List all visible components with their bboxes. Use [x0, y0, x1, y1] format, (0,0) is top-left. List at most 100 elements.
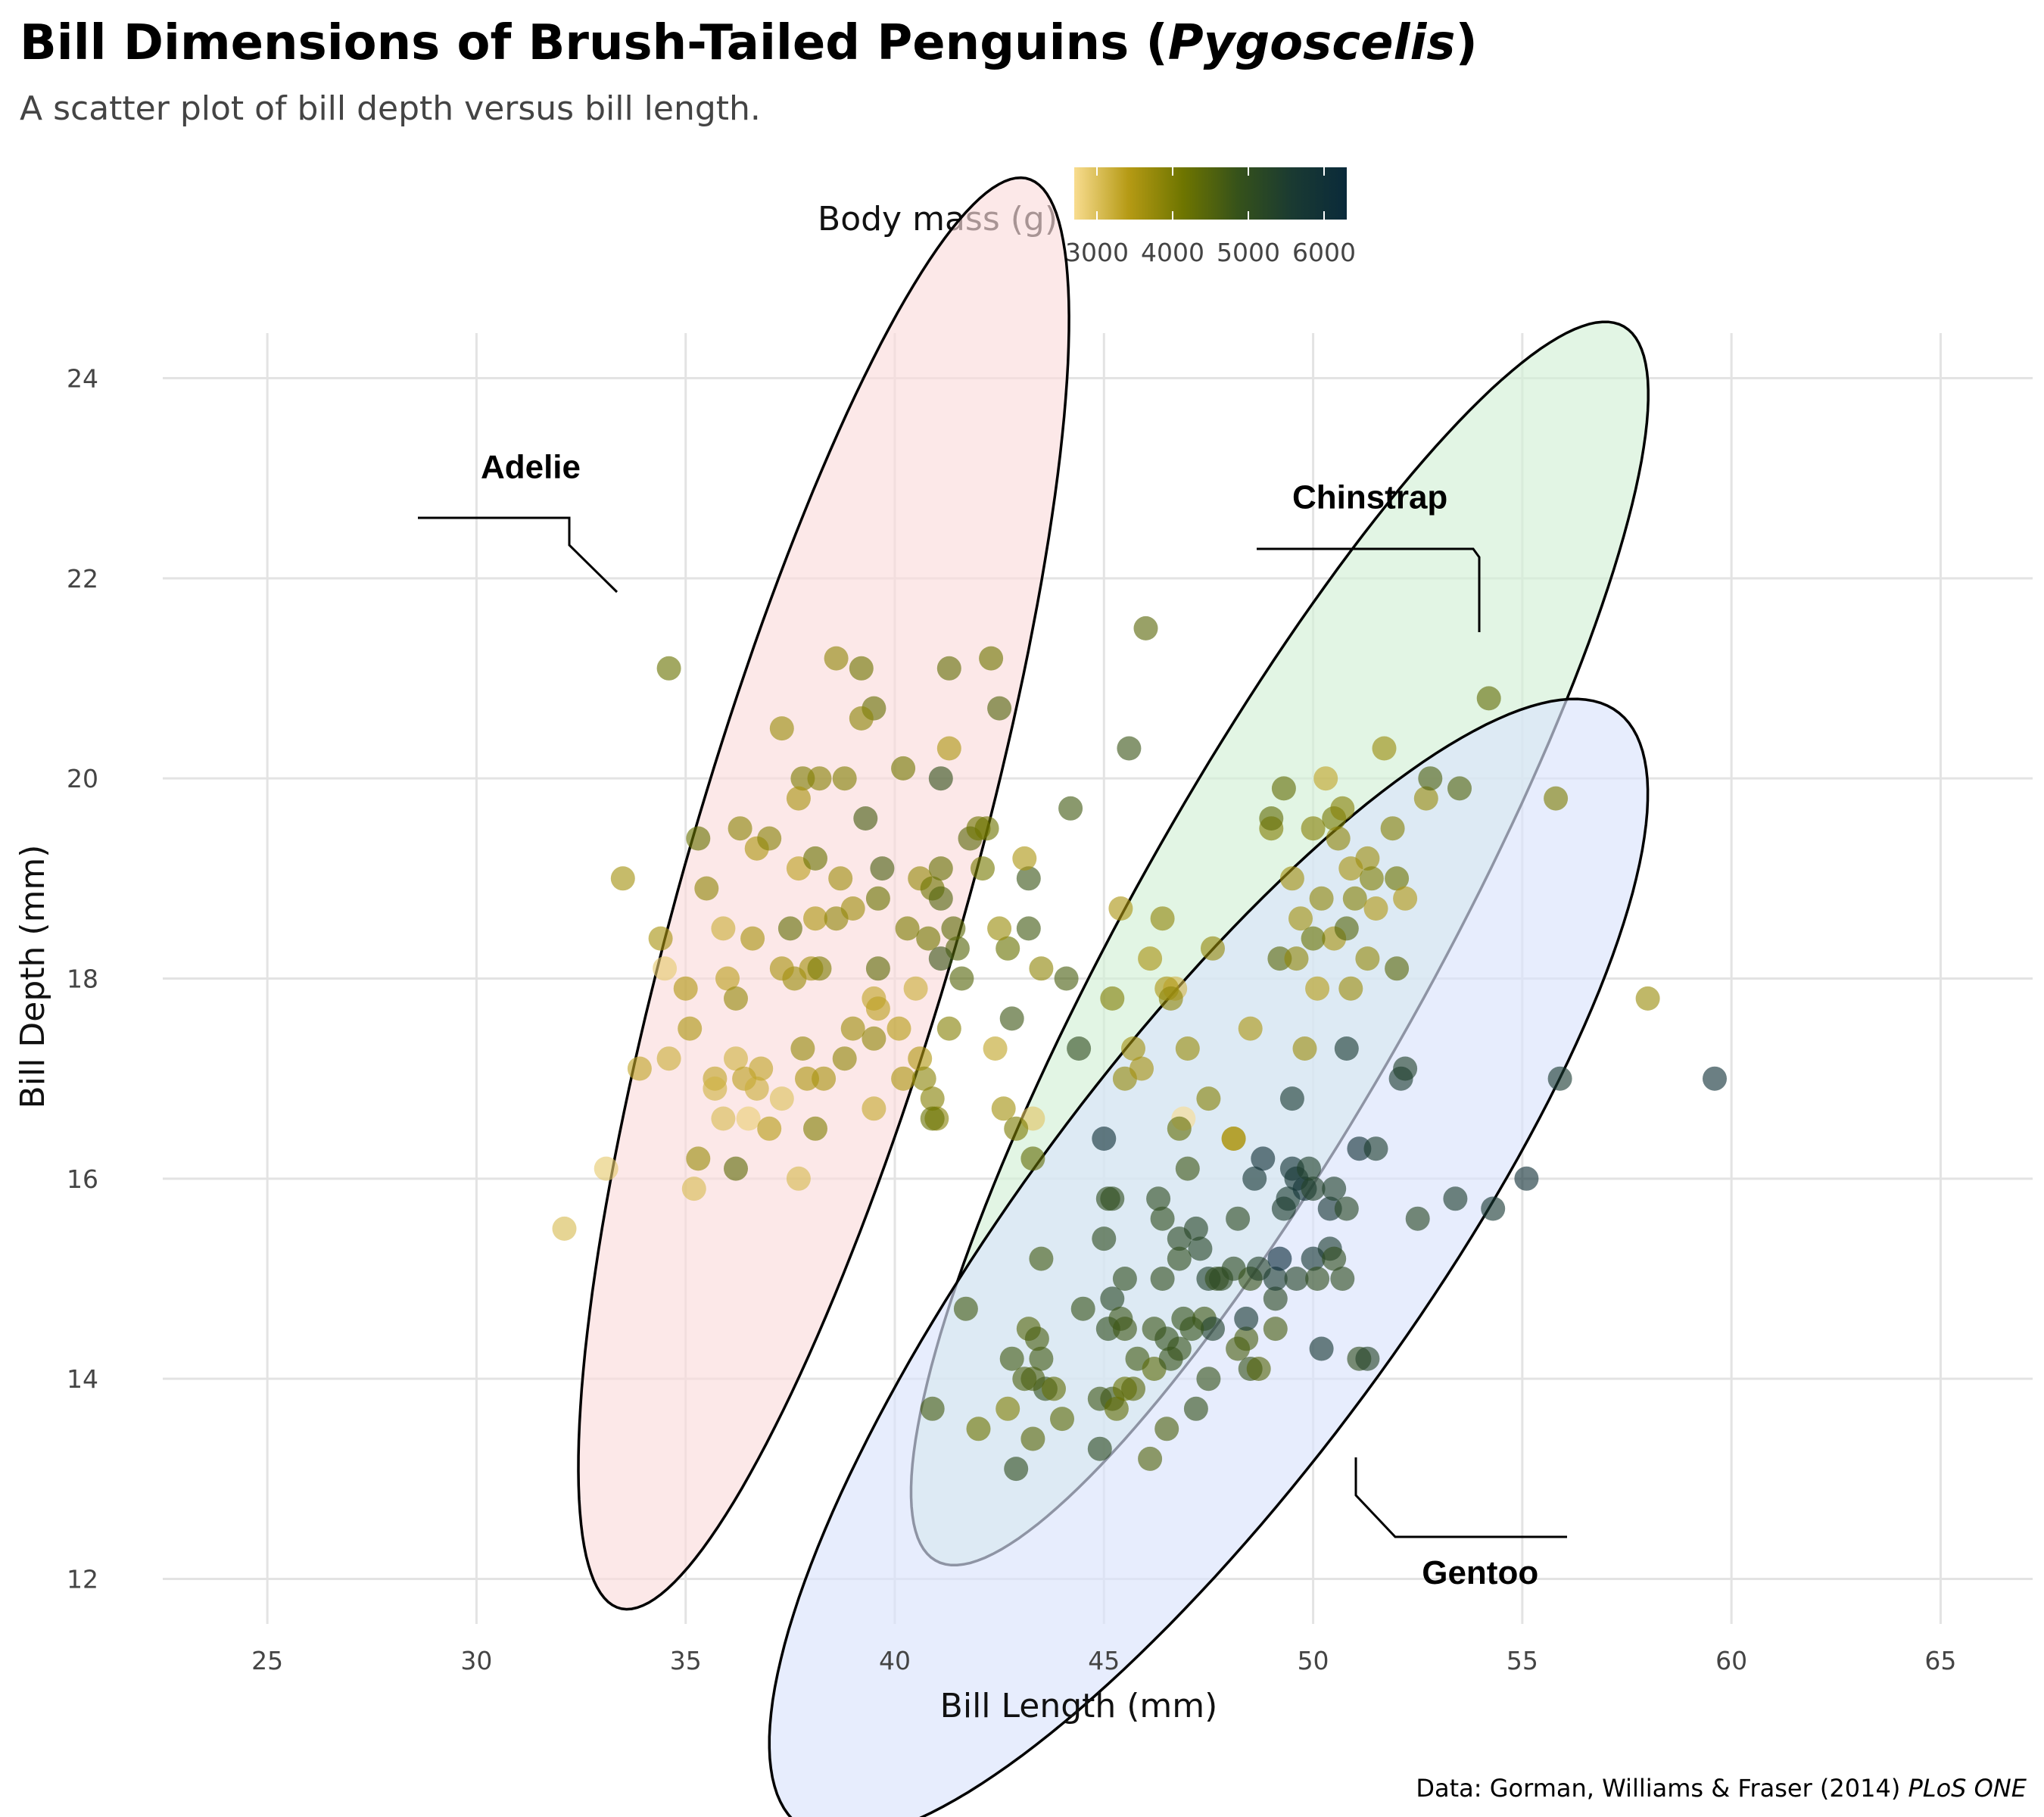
data-point	[916, 926, 941, 951]
data-point	[1342, 886, 1367, 911]
chart-subtitle: A scatter plot of bill depth versus bill…	[20, 89, 761, 128]
legend-tick-label: 5000	[1217, 238, 1280, 267]
data-point	[1476, 686, 1501, 711]
data-point	[1050, 1407, 1074, 1432]
data-point	[832, 766, 857, 791]
data-point	[1138, 1446, 1163, 1471]
data-point	[1259, 806, 1284, 831]
x-axis-title: Bill Length (mm)	[940, 1687, 1218, 1725]
data-point	[1104, 1396, 1129, 1421]
x-tick-label: 35	[670, 1646, 702, 1675]
data-point	[903, 976, 928, 1001]
data-point	[1279, 866, 1304, 891]
data-point	[1183, 1396, 1208, 1421]
data-point	[911, 1066, 936, 1091]
data-point	[1029, 1246, 1054, 1271]
data-point	[777, 916, 802, 941]
data-point	[1263, 1286, 1288, 1311]
data-point	[1087, 1436, 1112, 1461]
data-point	[1167, 1246, 1192, 1271]
data-point	[703, 1076, 728, 1101]
data-point	[849, 706, 874, 731]
chart-title: Bill Dimensions of Brush-Tailed Penguins…	[20, 15, 1478, 71]
data-point	[1251, 1146, 1276, 1171]
data-point	[1322, 1246, 1347, 1271]
data-point	[1112, 1317, 1137, 1342]
data-point	[1020, 1146, 1045, 1171]
data-point	[1544, 786, 1569, 811]
x-tick-label: 60	[1715, 1646, 1747, 1675]
data-point	[1158, 986, 1183, 1011]
data-point	[966, 1417, 991, 1441]
data-point	[1100, 1286, 1125, 1311]
data-point	[928, 886, 953, 911]
data-point	[1363, 1136, 1388, 1161]
data-point	[711, 1106, 736, 1131]
data-point	[928, 856, 953, 881]
data-point	[673, 976, 698, 1001]
data-point	[1301, 926, 1326, 951]
ellipse-gentoo	[768, 697, 1650, 1817]
data-point	[1405, 1206, 1430, 1231]
y-tick-label: 12	[67, 1565, 98, 1594]
y-tick-label: 22	[67, 564, 98, 594]
data-point	[1150, 1267, 1175, 1291]
data-point	[987, 916, 1012, 941]
data-point	[999, 1346, 1024, 1371]
data-point	[552, 1216, 577, 1241]
data-point	[1067, 1036, 1092, 1061]
data-point	[1284, 946, 1309, 971]
color-legend: Body mass (g) 3000 4000 5000 6000	[818, 167, 1356, 267]
data-point	[694, 876, 719, 901]
data-point	[1234, 1326, 1259, 1351]
x-tick-label: 30	[460, 1646, 492, 1675]
data-point	[1234, 1306, 1259, 1331]
data-point	[1226, 1206, 1251, 1231]
data-point	[740, 926, 765, 951]
data-point	[920, 1086, 945, 1111]
data-point	[627, 1056, 652, 1081]
data-point	[824, 906, 849, 931]
data-point	[1175, 1036, 1200, 1061]
data-point	[1188, 1236, 1213, 1261]
data-point	[1393, 1056, 1418, 1081]
data-point	[1012, 846, 1037, 871]
data-point	[1385, 866, 1410, 891]
data-point	[786, 1166, 811, 1191]
data-point	[1054, 966, 1079, 991]
data-point	[1301, 1177, 1326, 1201]
data-point	[1359, 866, 1384, 891]
data-point	[786, 786, 811, 811]
data-point	[803, 906, 827, 931]
data-point	[1288, 906, 1313, 931]
data-point	[891, 1066, 916, 1091]
data-point	[979, 646, 1004, 671]
data-point	[1108, 896, 1133, 921]
data-point	[769, 956, 794, 981]
data-point	[1301, 816, 1326, 841]
data-point	[1042, 1376, 1066, 1401]
data-point	[1112, 1267, 1137, 1291]
data-point	[1284, 1267, 1309, 1291]
data-point	[1363, 896, 1388, 921]
data-point	[1326, 826, 1351, 851]
data-point	[936, 656, 961, 681]
data-point	[895, 916, 920, 941]
y-tick-label: 14	[67, 1364, 98, 1394]
data-point	[1016, 866, 1041, 891]
data-point	[1334, 1196, 1359, 1221]
data-point	[1355, 846, 1380, 871]
data-point	[1004, 1457, 1029, 1482]
group-label-gentoo: Gentoo	[1422, 1554, 1538, 1591]
data-point	[1305, 976, 1330, 1001]
data-point	[711, 916, 736, 941]
data-point	[1547, 1066, 1572, 1091]
data-point	[795, 1066, 819, 1091]
data-point	[870, 856, 895, 881]
x-tick-label: 40	[879, 1646, 911, 1675]
data-point	[1016, 916, 1041, 941]
data-point	[1029, 956, 1054, 981]
data-point	[1305, 1267, 1330, 1291]
data-point	[724, 1156, 748, 1181]
y-tick-label: 16	[67, 1164, 98, 1194]
